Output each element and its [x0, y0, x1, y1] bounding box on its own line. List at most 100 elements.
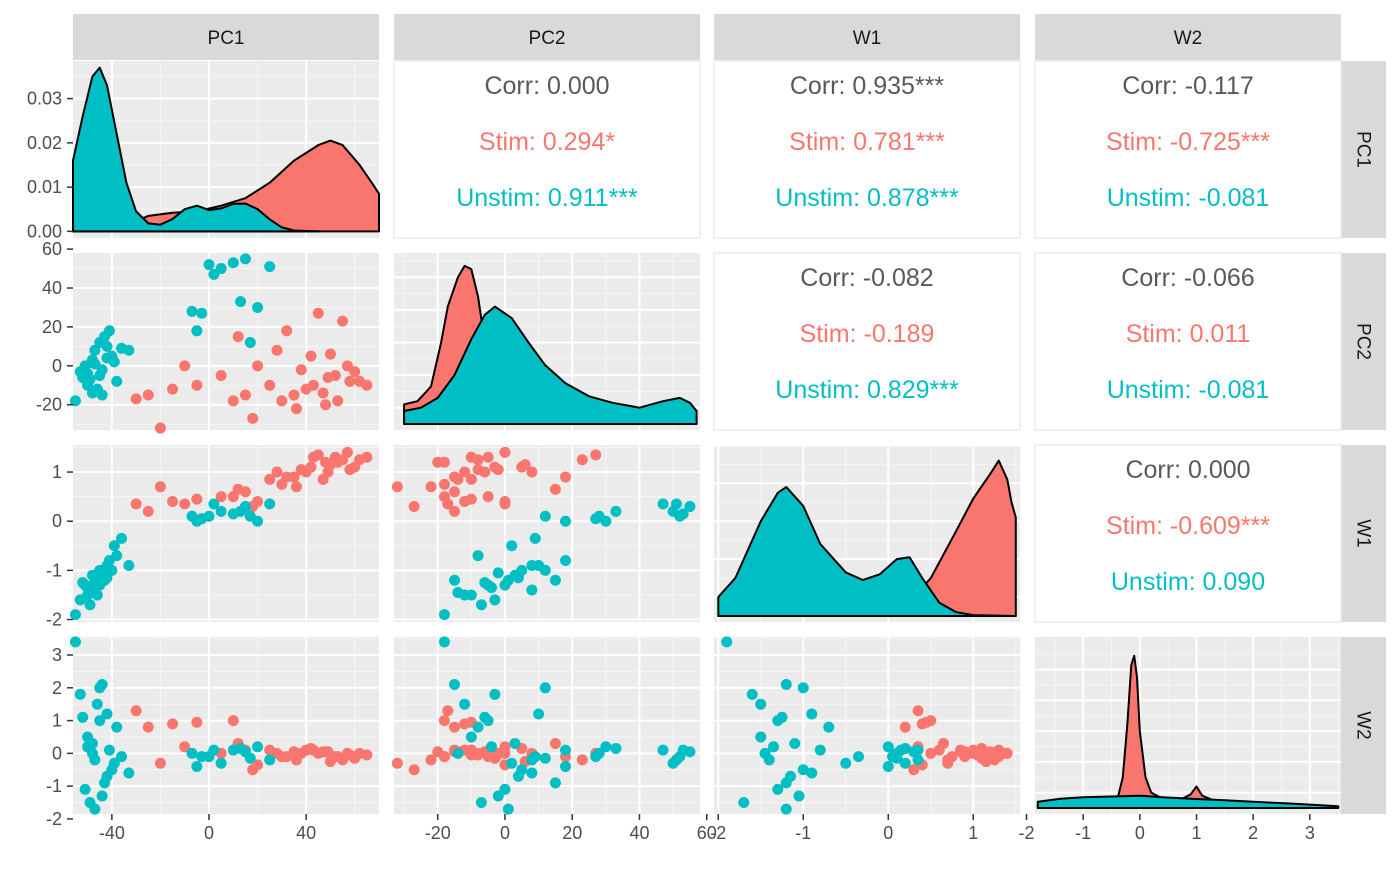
point-stim: [142, 721, 154, 733]
point-unstim: [912, 754, 924, 766]
y-tick-label: 1: [52, 711, 62, 731]
point-stim: [912, 705, 924, 717]
y-tick-label: 3: [52, 645, 62, 665]
point-stim: [264, 473, 276, 485]
point-stim: [499, 446, 511, 458]
point-stim: [154, 422, 166, 434]
scatter-panel-W2-vs-W1: [714, 636, 1020, 815]
point-unstim: [82, 741, 94, 753]
point-stim: [465, 473, 477, 485]
scatter-panel-W1-vs-PC1: [69, 445, 379, 622]
scatter-panel-PC2-vs-PC1: [69, 253, 379, 434]
corr-unstim-label: Unstim: -0.081: [1107, 376, 1270, 404]
point-unstim: [196, 751, 208, 763]
point-stim: [227, 715, 239, 727]
point-stim: [442, 498, 454, 510]
point-unstim: [657, 498, 669, 510]
point-unstim: [670, 754, 682, 766]
point-stim: [191, 716, 203, 728]
point-unstim: [526, 767, 538, 779]
corr-stim-label: Stim: -0.725***: [1106, 128, 1270, 156]
point-stim: [942, 757, 954, 769]
point-unstim: [789, 738, 801, 750]
corr-stim-label: Stim: 0.011: [1126, 320, 1251, 348]
point-stim: [341, 747, 353, 759]
point-unstim: [465, 731, 477, 743]
point-unstim: [684, 500, 696, 512]
point-unstim: [814, 744, 826, 756]
point-unstim: [235, 505, 247, 517]
point-unstim: [600, 515, 612, 527]
corr-unstim-label: Unstim: -0.081: [1107, 184, 1270, 212]
point-stim: [215, 491, 227, 503]
point-unstim: [475, 797, 487, 809]
point-unstim: [670, 498, 682, 510]
corr-panel-bg: [1034, 252, 1342, 431]
y-tick-label: 0.03: [27, 89, 62, 109]
point-stim: [438, 478, 450, 490]
point-stim: [590, 449, 602, 461]
point-unstim: [203, 259, 215, 271]
x-tick-label: 1: [1191, 823, 1201, 843]
y-tick-label: -20: [36, 395, 62, 415]
y-tick-label: 0.01: [27, 177, 62, 197]
x-tick-label: 40: [296, 823, 316, 843]
point-unstim: [539, 564, 551, 576]
point-unstim: [797, 764, 809, 776]
point-stim: [320, 399, 332, 411]
point-stim: [247, 412, 259, 424]
point-unstim: [94, 715, 106, 727]
point-unstim: [506, 540, 518, 552]
point-stim: [361, 451, 373, 463]
point-unstim: [486, 582, 498, 594]
strip-right-label-W2: W2: [1353, 711, 1374, 740]
point-unstim: [823, 721, 835, 733]
point-stim: [271, 344, 283, 356]
point-unstim: [529, 751, 541, 763]
point-unstim: [186, 305, 198, 317]
point-unstim: [123, 559, 135, 571]
point-unstim: [526, 559, 538, 571]
point-unstim: [806, 708, 818, 720]
point-unstim: [759, 747, 771, 759]
point-unstim: [196, 513, 208, 525]
point-unstim: [899, 757, 911, 769]
point-stim: [281, 471, 293, 483]
point-stim: [232, 483, 244, 495]
corr-panel-bg: [713, 60, 1021, 239]
point-unstim: [103, 555, 115, 567]
point-unstim: [459, 698, 471, 710]
x-tick-label: 0: [204, 823, 214, 843]
y-tick-label: 0: [52, 511, 62, 531]
point-unstim: [738, 797, 750, 809]
point-stim: [349, 461, 361, 473]
x-tick-label: -1: [795, 823, 811, 843]
point-stim: [391, 481, 403, 493]
point-stim: [288, 389, 300, 401]
point-unstim: [74, 594, 86, 606]
point-stim: [215, 370, 227, 382]
point-stim: [341, 446, 353, 458]
point-unstim: [853, 751, 864, 763]
point-stim: [967, 747, 979, 759]
panel-bg: [1035, 637, 1341, 814]
point-stim: [576, 754, 588, 766]
point-unstim: [116, 751, 128, 763]
density-unstim: [1036, 794, 1340, 809]
point-stim: [167, 718, 179, 730]
strip-top-PC2: [394, 14, 700, 60]
corr-panel-PC2-W1: Corr: -0.082 Stim: -0.189 Unstim: 0.829***: [713, 252, 1021, 431]
point-stim: [154, 481, 166, 493]
corr-overall-label: Corr: -0.117: [1122, 72, 1254, 100]
x-tick-label: 0: [500, 823, 510, 843]
point-stim: [167, 496, 179, 508]
point-stim: [408, 500, 420, 512]
point-unstim: [590, 513, 602, 525]
point-unstim: [196, 307, 208, 319]
point-stim: [232, 331, 244, 343]
point-unstim: [101, 770, 113, 782]
point-stim: [130, 498, 142, 510]
point-unstim: [684, 746, 696, 758]
point-unstim: [882, 741, 894, 753]
corr-stim-label: Stim: 0.781***: [789, 128, 945, 156]
